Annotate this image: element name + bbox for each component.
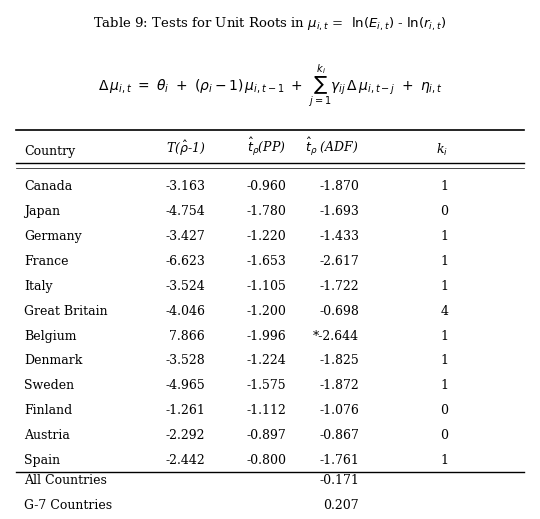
Text: Spain: Spain <box>24 454 60 467</box>
Text: 0.207: 0.207 <box>323 499 359 512</box>
Text: -1.693: -1.693 <box>319 205 359 218</box>
Text: -0.171: -0.171 <box>319 474 359 487</box>
Text: Austria: Austria <box>24 429 70 442</box>
Text: -3.524: -3.524 <box>165 280 205 293</box>
Text: 0: 0 <box>440 404 448 417</box>
Text: -1.076: -1.076 <box>319 404 359 417</box>
Text: -1.780: -1.780 <box>246 205 286 218</box>
Text: -4.046: -4.046 <box>165 305 205 318</box>
Text: -6.623: -6.623 <box>165 255 205 268</box>
Text: -1.112: -1.112 <box>246 404 286 417</box>
Text: Japan: Japan <box>24 205 60 218</box>
Text: -2.292: -2.292 <box>166 429 205 442</box>
Text: -1.761: -1.761 <box>319 454 359 467</box>
Text: Denmark: Denmark <box>24 354 83 367</box>
Text: 0: 0 <box>440 429 448 442</box>
Text: -1.433: -1.433 <box>319 230 359 243</box>
Text: -0.698: -0.698 <box>319 305 359 318</box>
Text: -3.528: -3.528 <box>165 354 205 367</box>
Text: 1: 1 <box>440 379 448 392</box>
Text: -1.653: -1.653 <box>246 255 286 268</box>
Text: k$_i$: k$_i$ <box>436 142 448 158</box>
Text: -1.996: -1.996 <box>246 330 286 343</box>
Text: -0.800: -0.800 <box>246 454 286 467</box>
Text: -1.722: -1.722 <box>320 280 359 293</box>
Text: Germany: Germany <box>24 230 82 243</box>
Text: 1: 1 <box>440 280 448 293</box>
Text: $\hat{t}_{\rho}$ (ADF): $\hat{t}_{\rho}$ (ADF) <box>305 136 359 158</box>
Text: -1.220: -1.220 <box>246 230 286 243</box>
Text: -1.825: -1.825 <box>319 354 359 367</box>
Text: -2.617: -2.617 <box>319 255 359 268</box>
Text: 1: 1 <box>440 255 448 268</box>
Text: 1: 1 <box>440 354 448 367</box>
Text: -4.754: -4.754 <box>165 205 205 218</box>
Text: Belgium: Belgium <box>24 330 77 343</box>
Text: Country: Country <box>24 145 76 158</box>
Text: -0.960: -0.960 <box>246 180 286 193</box>
Text: -3.427: -3.427 <box>165 230 205 243</box>
Text: All Countries: All Countries <box>24 474 107 487</box>
Text: Canada: Canada <box>24 180 72 193</box>
Text: -1.105: -1.105 <box>246 280 286 293</box>
Text: Finland: Finland <box>24 404 72 417</box>
Text: -0.867: -0.867 <box>319 429 359 442</box>
Text: 7.866: 7.866 <box>170 330 205 343</box>
Text: 0: 0 <box>440 205 448 218</box>
Text: -1.261: -1.261 <box>165 404 205 417</box>
Text: 1: 1 <box>440 330 448 343</box>
Text: -1.575: -1.575 <box>247 379 286 392</box>
Text: 1: 1 <box>440 180 448 193</box>
Text: -0.897: -0.897 <box>246 429 286 442</box>
Text: $\Delta\,\mu_{i,t}\ =\ \theta_i\ +\ (\rho_i - 1)\,\mu_{i,t-1}\ +\ \sum_{j=1}^{k_: $\Delta\,\mu_{i,t}\ =\ \theta_i\ +\ (\rh… <box>98 62 442 109</box>
Text: G-7 Countries: G-7 Countries <box>24 499 112 512</box>
Text: 4: 4 <box>440 305 448 318</box>
Text: Table 9: Tests for Unit Roots in $\mu_{i,t}$ =  $\ln(E_{i,t})$ - $\ln(r_{i,t})$: Table 9: Tests for Unit Roots in $\mu_{i… <box>93 16 447 33</box>
Text: -4.965: -4.965 <box>165 379 205 392</box>
Text: Italy: Italy <box>24 280 53 293</box>
Text: -1.200: -1.200 <box>246 305 286 318</box>
Text: -3.163: -3.163 <box>165 180 205 193</box>
Text: -1.872: -1.872 <box>319 379 359 392</box>
Text: $\hat{t}_{\rho}$(PP): $\hat{t}_{\rho}$(PP) <box>247 136 286 158</box>
Text: Great Britain: Great Britain <box>24 305 108 318</box>
Text: 1: 1 <box>440 454 448 467</box>
Text: *-2.644: *-2.644 <box>313 330 359 343</box>
Text: -2.442: -2.442 <box>165 454 205 467</box>
Text: -1.224: -1.224 <box>246 354 286 367</box>
Text: T($\hat{\rho}$-1): T($\hat{\rho}$-1) <box>166 139 205 158</box>
Text: France: France <box>24 255 69 268</box>
Text: Sweden: Sweden <box>24 379 75 392</box>
Text: 1: 1 <box>440 230 448 243</box>
Text: -1.870: -1.870 <box>319 180 359 193</box>
